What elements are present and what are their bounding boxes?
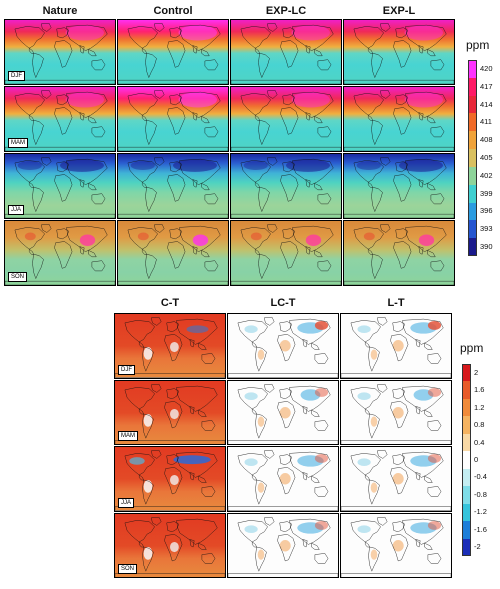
bottom-colorbar-segment bbox=[462, 468, 471, 487]
top-colorbar-segment bbox=[468, 77, 477, 97]
bottom-colorbar-segment bbox=[462, 398, 471, 417]
top-season-label: SON bbox=[8, 272, 28, 282]
top-column-title: EXP-L bbox=[382, 5, 416, 17]
top-column-title: EXP-LC bbox=[265, 5, 307, 17]
top-map-panel bbox=[117, 19, 229, 85]
top-season-label: MAM bbox=[8, 138, 28, 148]
bottom-colorbar-tick: 0 bbox=[474, 455, 479, 464]
bottom-colorbar-tick: -1.6 bbox=[474, 524, 487, 534]
top-colorbar-tick: 411 bbox=[480, 117, 492, 127]
top-colorbar-tick: 408 bbox=[480, 135, 493, 145]
bottom-colorbar-tick: -0.4 bbox=[474, 472, 487, 482]
top-colorbar-segment bbox=[468, 220, 477, 239]
top-colorbar-segment bbox=[468, 149, 477, 168]
bottom-colorbar-segment bbox=[462, 503, 471, 522]
bottom-colorbar-tick: 0.4 bbox=[474, 437, 485, 447]
top-colorbar-tick: 414 bbox=[480, 99, 493, 109]
top-colorbar-segment bbox=[468, 113, 477, 132]
bottom-colorbar-segment bbox=[462, 451, 471, 470]
bottom-season-label: JJA bbox=[118, 497, 135, 508]
bottom-season-label: SON bbox=[118, 564, 138, 574]
top-colorbar-frame bbox=[468, 60, 477, 256]
bottom-colorbar-segment bbox=[462, 521, 471, 540]
top-map-panel bbox=[343, 19, 455, 85]
top-map-panel bbox=[343, 153, 455, 219]
top-colorbar-segment bbox=[468, 166, 477, 186]
bottom-map-panel: MAM bbox=[114, 379, 226, 445]
bottom-column-title: L-T bbox=[387, 297, 405, 309]
top-map-panel bbox=[230, 153, 342, 219]
top-colorbar-tick: 417 bbox=[480, 81, 493, 91]
bottom-map-panel bbox=[340, 512, 452, 578]
bottom-map-panel bbox=[227, 313, 339, 379]
bottom-map-panel: JJA bbox=[114, 446, 226, 512]
top-column-title: Control bbox=[153, 5, 193, 17]
top-map-panel bbox=[230, 19, 342, 85]
top-colorbar-segment bbox=[468, 95, 477, 114]
top-column-title: Nature bbox=[42, 5, 78, 17]
top-colorbar-segment bbox=[468, 184, 477, 204]
top-map-panel: DJF bbox=[4, 19, 116, 85]
top-map-panel bbox=[117, 153, 229, 219]
top-colorbar-tick: 390 bbox=[480, 242, 493, 252]
bottom-map-panel: DJF bbox=[114, 313, 226, 379]
bottom-map-panel bbox=[227, 446, 339, 512]
top-map-panel bbox=[230, 220, 342, 286]
bottom-map-panel bbox=[340, 313, 452, 379]
top-map-panel bbox=[230, 86, 342, 152]
top-map-panel: JJA bbox=[4, 153, 116, 219]
bottom-colorbar-tick: -1.2 bbox=[474, 507, 487, 517]
bottom-column-title: C-T bbox=[160, 297, 180, 309]
bottom-map-panel: SON bbox=[114, 512, 226, 578]
bottom-season-label: DJF bbox=[118, 364, 135, 375]
top-colorbar-tick: 402 bbox=[480, 170, 493, 180]
top-map-panel bbox=[343, 86, 455, 152]
top-colorbar-tick: 396 bbox=[480, 206, 493, 216]
top-map-panel bbox=[117, 220, 229, 286]
top-colorbar-tick: 420 bbox=[480, 63, 493, 73]
top-map-panel bbox=[117, 86, 229, 152]
top-colorbar-unit: ppm bbox=[466, 38, 490, 52]
bottom-colorbar-tick: -0.8 bbox=[474, 489, 487, 499]
bottom-colorbar-segment bbox=[462, 381, 471, 400]
bottom-colorbar-segment bbox=[462, 433, 471, 452]
bottom-season-label: MAM bbox=[118, 431, 138, 441]
top-map-panel: SON bbox=[4, 220, 116, 286]
top-map-panel bbox=[343, 220, 455, 286]
top-season-label: DJF bbox=[8, 71, 25, 81]
bottom-map-panel bbox=[340, 446, 452, 512]
bottom-colorbar-tick: 1.2 bbox=[474, 402, 485, 412]
top-colorbar-tick: 399 bbox=[480, 188, 493, 198]
top-colorbar-segment bbox=[468, 202, 477, 221]
bottom-colorbar-segment bbox=[462, 416, 471, 435]
bottom-colorbar-segment bbox=[462, 538, 471, 557]
top-colorbar-tick: 393 bbox=[480, 224, 493, 234]
bottom-colorbar-frame bbox=[462, 364, 471, 556]
bottom-colorbar-segment bbox=[462, 364, 471, 382]
top-colorbar-tick: 405 bbox=[480, 153, 493, 162]
top-season-label: JJA bbox=[8, 205, 25, 215]
top-map-panel: MAM bbox=[4, 86, 116, 152]
bottom-colorbar-tick: -2 bbox=[474, 542, 481, 552]
bottom-colorbar-tick: 0.8 bbox=[474, 420, 485, 430]
bottom-colorbar-segment bbox=[462, 486, 471, 505]
top-colorbar-segment bbox=[468, 60, 477, 79]
top-colorbar-segment bbox=[468, 238, 477, 257]
bottom-colorbar-tick: 1.6 bbox=[474, 385, 485, 395]
bottom-map-panel bbox=[227, 512, 339, 578]
bottom-colorbar-unit: ppm bbox=[460, 341, 484, 355]
bottom-map-panel bbox=[340, 379, 452, 445]
bottom-colorbar-tick: 2 bbox=[474, 367, 479, 377]
bottom-map-panel bbox=[227, 379, 339, 445]
top-colorbar-segment bbox=[468, 131, 477, 150]
bottom-column-title: LC-T bbox=[270, 297, 296, 309]
